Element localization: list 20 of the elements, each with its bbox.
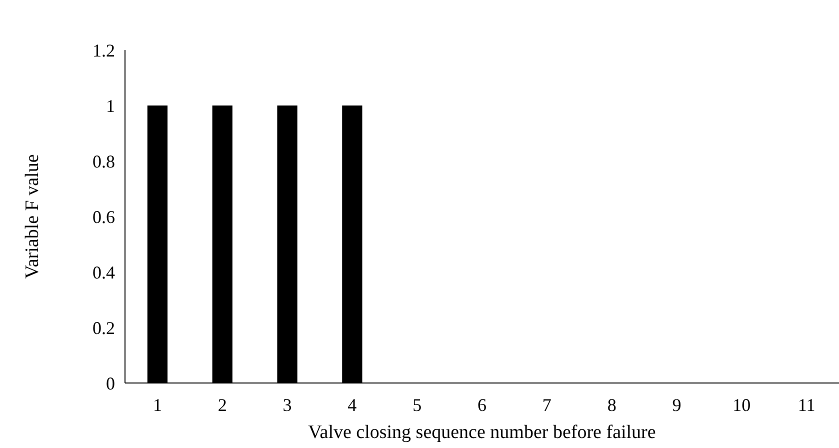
y-tick-label: 0.2 — [92, 318, 115, 338]
y-tick-label: 0 — [106, 373, 115, 394]
x-tick-label: 2 — [218, 395, 227, 415]
x-tick-label: 4 — [348, 395, 357, 415]
y-tick-label: 0.6 — [92, 206, 115, 227]
x-tick-label: 9 — [672, 395, 682, 415]
y-tick-label: 1 — [106, 96, 115, 116]
y-tick-label: 0.8 — [92, 151, 115, 172]
x-tick-label: 11 — [798, 395, 816, 415]
x-tick-label: 7 — [542, 395, 552, 415]
y-tick-label: 1.2 — [92, 40, 115, 60]
x-tick-label: 3 — [282, 395, 292, 415]
x-tick-label: 10 — [732, 395, 751, 415]
y-axis-title: Variable F value — [22, 154, 43, 279]
x-tick-label: 1 — [152, 395, 162, 415]
y-tick-label: 0.4 — [92, 262, 115, 282]
x-tick-label: 6 — [478, 395, 486, 415]
x-axis-title: Valve closing sequence number before failure — [308, 422, 656, 443]
x-tick-label: 5 — [412, 395, 422, 415]
x-tick-label: 8 — [607, 395, 616, 415]
